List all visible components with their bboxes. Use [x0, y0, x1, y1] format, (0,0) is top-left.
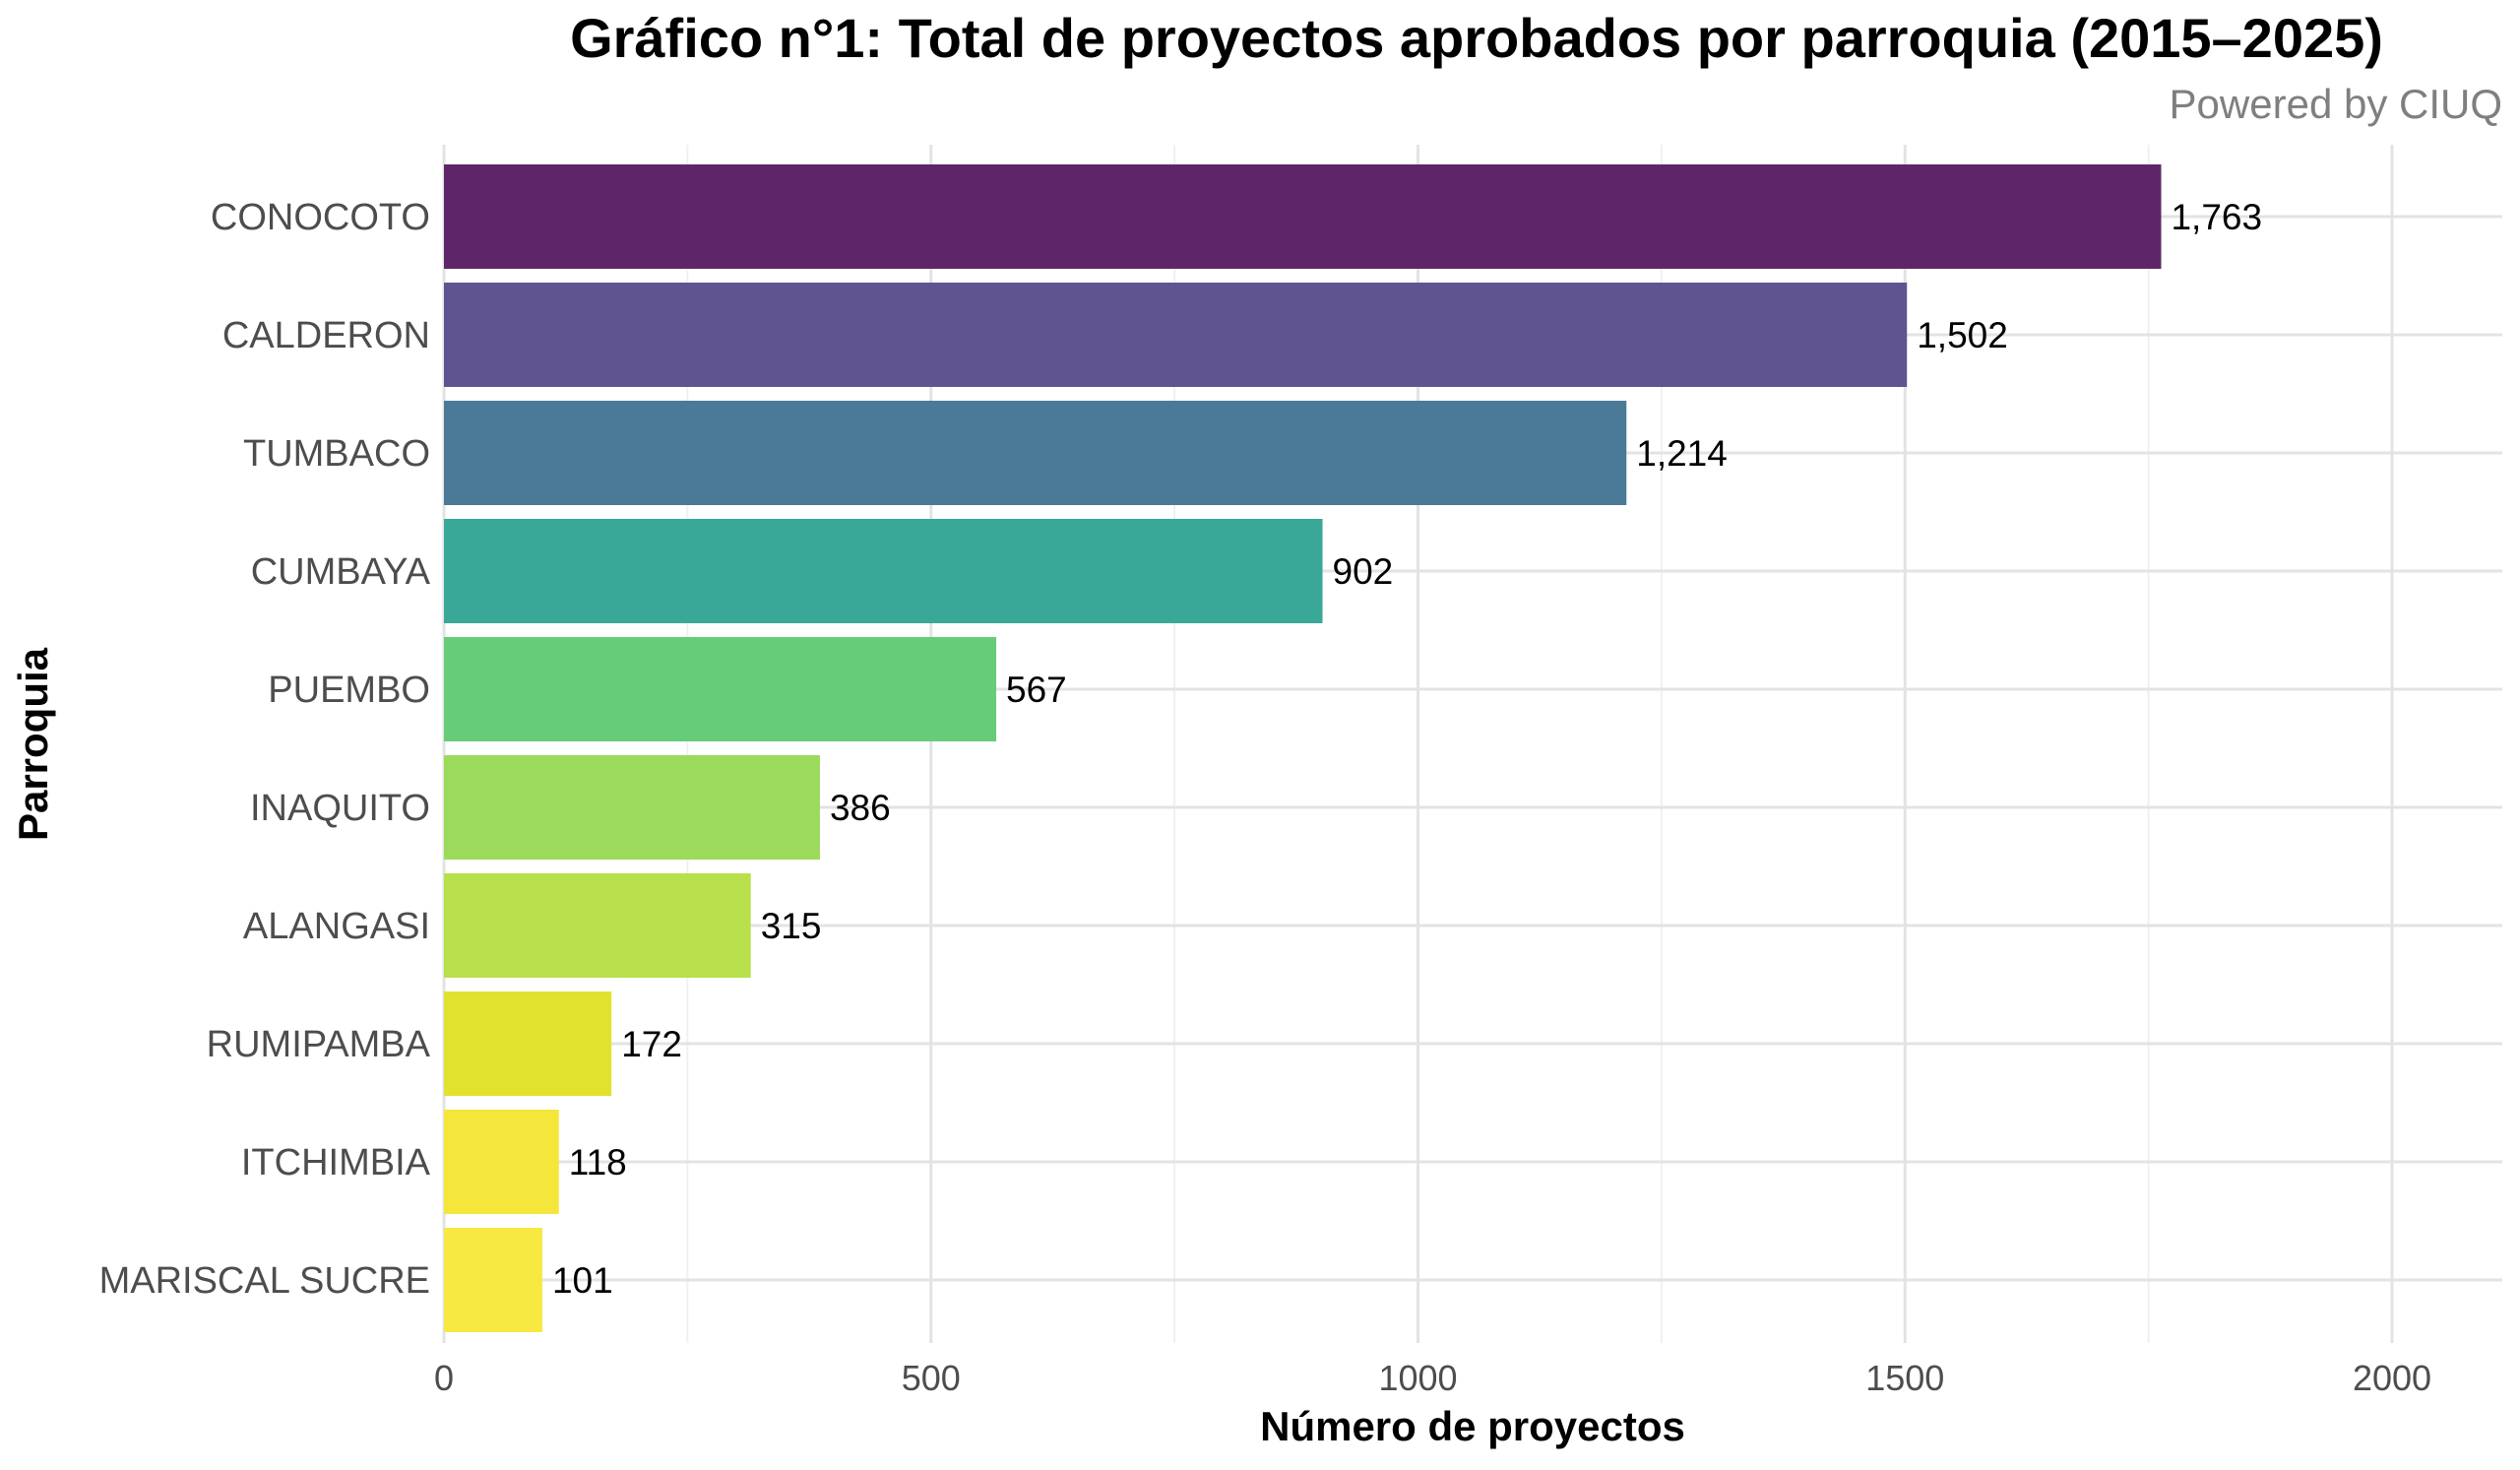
bar-inaquito [444, 755, 820, 860]
x-tick-label: 1000 [1378, 1358, 1457, 1398]
bar-puembo [444, 637, 997, 741]
y-tick-label: INAQUITO [250, 788, 430, 829]
y-axis-title: Parroquia [10, 647, 56, 841]
y-tick-label: MARISCAL SUCRE [99, 1260, 430, 1302]
y-tick-label: TUMBACO [243, 433, 430, 475]
data-labels: 1,763 1,502 1,214 902 567 386 315 172 118 101 [552, 197, 2262, 1301]
data-label: 172 [621, 1024, 682, 1064]
bar-rumipamba [444, 991, 612, 1096]
x-axis-title: Número de proyectos [1260, 1403, 1685, 1449]
y-tick-label: PUEMBO [268, 670, 430, 711]
y-tick-label: ITCHIMBIA [241, 1142, 431, 1183]
data-label: 315 [761, 906, 822, 946]
x-tick-label: 2000 [2353, 1358, 2431, 1398]
bar-calderon [444, 283, 1908, 387]
y-tick-label: RUMIPAMBA [207, 1024, 431, 1065]
bar-itchimbia [444, 1110, 559, 1214]
bar-alangasi [444, 873, 751, 978]
y-tick-label: CUMBAYA [251, 551, 431, 593]
chart-subtitle: Powered by CIUQ [2170, 81, 2502, 127]
data-label: 101 [552, 1260, 613, 1301]
bar-cumbaya [444, 519, 1323, 623]
bar-mariscal-sucre [444, 1228, 542, 1332]
data-label: 386 [830, 788, 891, 828]
x-tick-label: 500 [902, 1358, 961, 1398]
x-tick-label: 0 [434, 1358, 454, 1398]
data-label: 1,763 [2171, 197, 2262, 237]
data-label: 1,502 [1917, 315, 2008, 355]
x-tick-labels: 0 500 1000 1500 2000 [434, 1358, 2431, 1398]
data-label: 1,214 [1636, 433, 1728, 474]
y-tick-label: CALDERON [222, 315, 430, 356]
bar-tumbaco [444, 401, 1627, 505]
y-tick-label: ALANGASI [243, 906, 430, 947]
bar-conocoto [444, 164, 2162, 269]
chart-title: Gráfico n°1: Total de proyectos aprobado… [570, 7, 2383, 69]
data-label: 567 [1006, 670, 1067, 710]
data-label: 118 [569, 1142, 627, 1182]
data-label: 902 [1333, 551, 1394, 592]
y-tick-label: CONOCOTO [211, 197, 430, 238]
y-tick-labels: CONOCOTO CALDERON TUMBACO CUMBAYA PUEMBO INAQ… [99, 197, 431, 1302]
bars [444, 164, 2162, 1332]
x-tick-label: 1500 [1865, 1358, 1944, 1398]
